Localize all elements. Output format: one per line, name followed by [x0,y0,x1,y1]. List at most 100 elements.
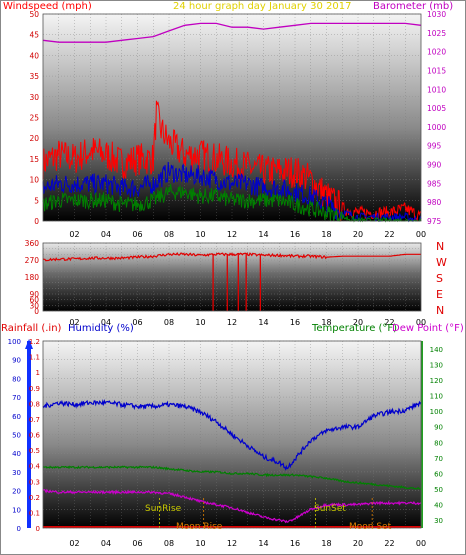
x-tick-label: 14 [258,318,268,327]
rainfall-tick-label: 0.1 [29,509,40,517]
direction-tick-label: 30 [29,301,39,310]
temperature-tick-label: 70 [434,455,443,463]
humidity-tick-label: 90 [12,357,21,365]
barometer-tick-label: 1030 [427,10,446,19]
x-tick-label: 02 [69,230,79,239]
rainfall-tick-label: 0.7 [29,416,40,424]
temperature-tick-label: 140 [430,346,443,354]
temperature-tick-label: 60 [434,470,443,478]
sunset-label: SunSet [314,504,346,514]
humidity-tick-label: 0 [17,525,21,533]
x-tick-label: 16 [290,539,300,548]
temperature-tick-label: 80 [434,439,443,447]
wind-tick-label: 10 [29,176,39,185]
compass-label-e: E [436,288,443,301]
x-tick-label: 06 [132,539,142,548]
barometer-tick-label: 980 [427,198,442,207]
direction-tick-label: 180 [25,273,40,282]
moonset-label: Moon Set [349,522,392,532]
x-tick-label: 00 [416,539,426,548]
humidity-axis-title: Humidity (%) [68,323,134,334]
compass-label-n-top: N [436,240,444,253]
compass-label-n-bottom: N [436,304,444,317]
temperature-tick-label: 130 [430,361,443,369]
temperature-tick-label: 110 [430,393,443,401]
temperature-tick-label: 100 [430,408,443,416]
barometer-tick-label: 1000 [427,123,446,132]
x-tick-label: 22 [384,539,394,548]
wind-axis-title: Windspeed (mph) [3,1,92,12]
wind-tick-label: 50 [29,10,39,19]
direction-tick-label: 0 [34,307,39,316]
temperature-tick-label: 50 [434,486,443,494]
panel-border [42,340,422,529]
rainfall-axis-title: Rainfall (.in) [1,323,62,334]
direction-tick-label: 60 [29,296,39,305]
direction-tick-label: 270 [25,256,40,265]
humidity-tick-label: 40 [12,450,21,458]
x-tick-label: 02 [69,539,79,548]
wind-tick-label: 35 [29,72,39,81]
humidity-tick-label: 80 [12,375,21,383]
barometer-tick-label: 985 [427,179,442,188]
rainfall-tick-label: 0 [36,525,40,533]
humidity-axis-arrow [25,339,33,349]
x-tick-label: 00 [416,318,426,327]
direction-tick-label: 360 [25,239,40,248]
rainfall-tick-label: 0.8 [29,400,40,408]
wind-tick-label: 15 [29,155,39,164]
x-tick-label: 18 [321,539,331,548]
x-tick-label: 06 [132,230,142,239]
rainfall-tick-label: 0.6 [29,432,41,440]
wind-tick-label: 40 [29,51,39,60]
temperature-series [42,465,422,491]
humidity-tick-label: 10 [12,506,21,514]
x-tick-label: 18 [321,230,331,239]
x-tick-label: 18 [321,318,331,327]
x-tick-label: 08 [164,539,174,548]
temperature-axis-title: Temperature (°F) [311,323,397,334]
barometer-tick-label: 995 [427,142,442,151]
x-tick-label: 04 [101,318,111,327]
rainfall-tick-label: 0.5 [29,447,40,455]
wind-tick-label: 45 [29,31,39,40]
x-tick-label: 22 [384,318,394,327]
x-tick-label: 16 [290,318,300,327]
humidity-tick-label: 70 [12,394,21,402]
sunrise-label: SunRise [145,504,182,514]
wind-tick-label: 0 [34,217,39,226]
wind-tick-label: 25 [29,114,39,123]
humidity-tick-label: 60 [12,413,21,421]
x-tick-label: 10 [195,539,205,548]
x-tick-label: 10 [195,230,205,239]
rainfall-tick-label: 1 [36,369,40,377]
rainfall-tick-label: 0.3 [29,478,40,486]
x-tick-label: 08 [164,318,174,327]
compass-label-s: S [436,272,443,285]
dewpoint-series [42,488,422,524]
x-tick-label: 22 [384,230,394,239]
wind-tick-label: 5 [34,196,39,205]
temperature-tick-label: 120 [430,377,443,385]
barometer-axis-title: Barometer (mb) [373,1,453,12]
rainfall-tick-label: 0.9 [29,385,40,393]
x-tick-label: 04 [101,539,111,548]
temperature-tick-label: 90 [434,424,443,432]
x-tick-label: 16 [290,230,300,239]
moonrise-label: Moon Rise [176,522,223,532]
rainfall-tick-label: 1.2 [29,338,40,346]
x-tick-label: 12 [227,539,237,548]
x-tick-label: 06 [132,318,142,327]
barometer-tick-label: 1025 [427,29,446,38]
x-tick-label: 08 [164,230,174,239]
x-tick-label: 00 [416,230,426,239]
x-tick-label: 12 [227,230,237,239]
x-tick-label: 10 [195,318,205,327]
graph-subtitle: 24 hour graph day January 30 2017 [173,1,351,12]
x-tick-label: 20 [353,230,363,239]
compass-label-w: W [436,256,447,269]
panel-border [42,13,422,222]
temperature-tick-label: 30 [434,517,443,525]
